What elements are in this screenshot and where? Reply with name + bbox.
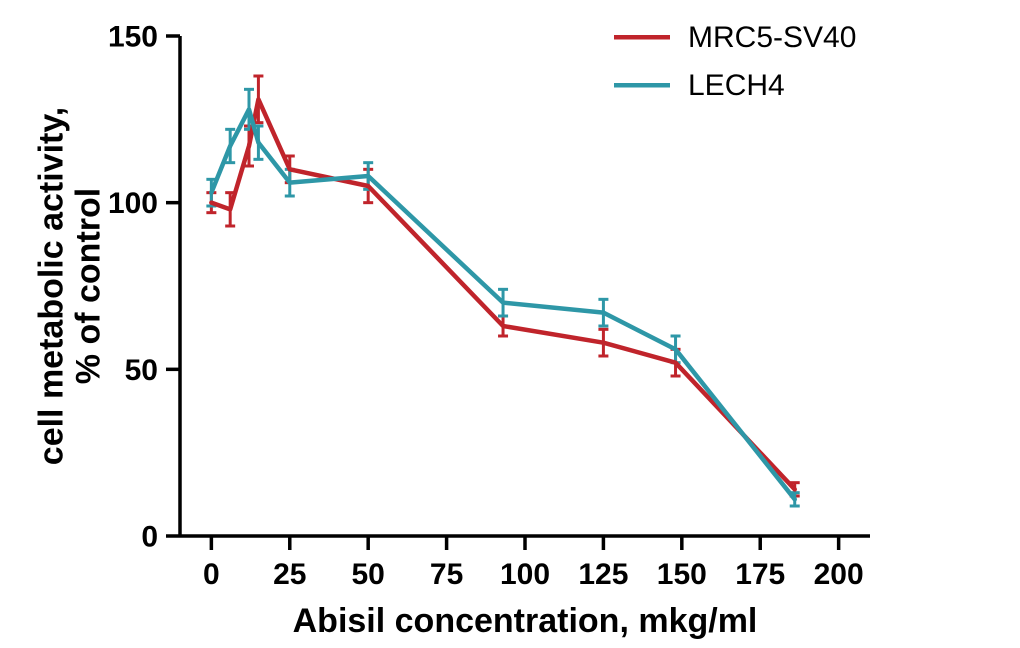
- legend-label: LECH4: [688, 69, 785, 102]
- series-line: [211, 109, 794, 499]
- error-bars: [206, 76, 799, 506]
- legend-label: MRC5-SV40: [688, 21, 856, 54]
- x-axis-label: Abisil concentration, mkg/ml: [293, 602, 758, 640]
- x-tick-label: 200: [814, 558, 864, 591]
- y-ticks: 0 50 100 150: [108, 21, 180, 554]
- y-axis-label: cell metabolic activity,% of control: [32, 107, 107, 465]
- x-tick-label: 100: [500, 558, 550, 591]
- x-tick-label: 175: [735, 558, 785, 591]
- line-chart: 0 25 50 75 100 125 150 175 200 0 50 100 150 Abisil co…: [0, 0, 1020, 648]
- y-tick-label: 50: [125, 354, 158, 387]
- x-tick-label: 25: [273, 558, 306, 591]
- x-ticks: 0 25 50 75 100 125 150 175 200: [203, 536, 864, 591]
- x-tick-label: 50: [351, 558, 384, 591]
- x-tick-label: 150: [657, 558, 707, 591]
- x-tick-label: 75: [430, 558, 463, 591]
- x-tick-label: 125: [578, 558, 628, 591]
- y-tick-label: 0: [141, 521, 158, 554]
- legend: MRC5-SV40 LECH4: [614, 21, 856, 102]
- y-tick-label: 150: [108, 21, 158, 54]
- svg-text:cell metabolic activity,% of c: cell metabolic activity,% of control: [32, 107, 107, 465]
- chart-container: 0 25 50 75 100 125 150 175 200 0 50 100 150 Abisil co…: [0, 0, 1020, 648]
- y-tick-label: 100: [108, 187, 158, 220]
- x-tick-label: 0: [203, 558, 220, 591]
